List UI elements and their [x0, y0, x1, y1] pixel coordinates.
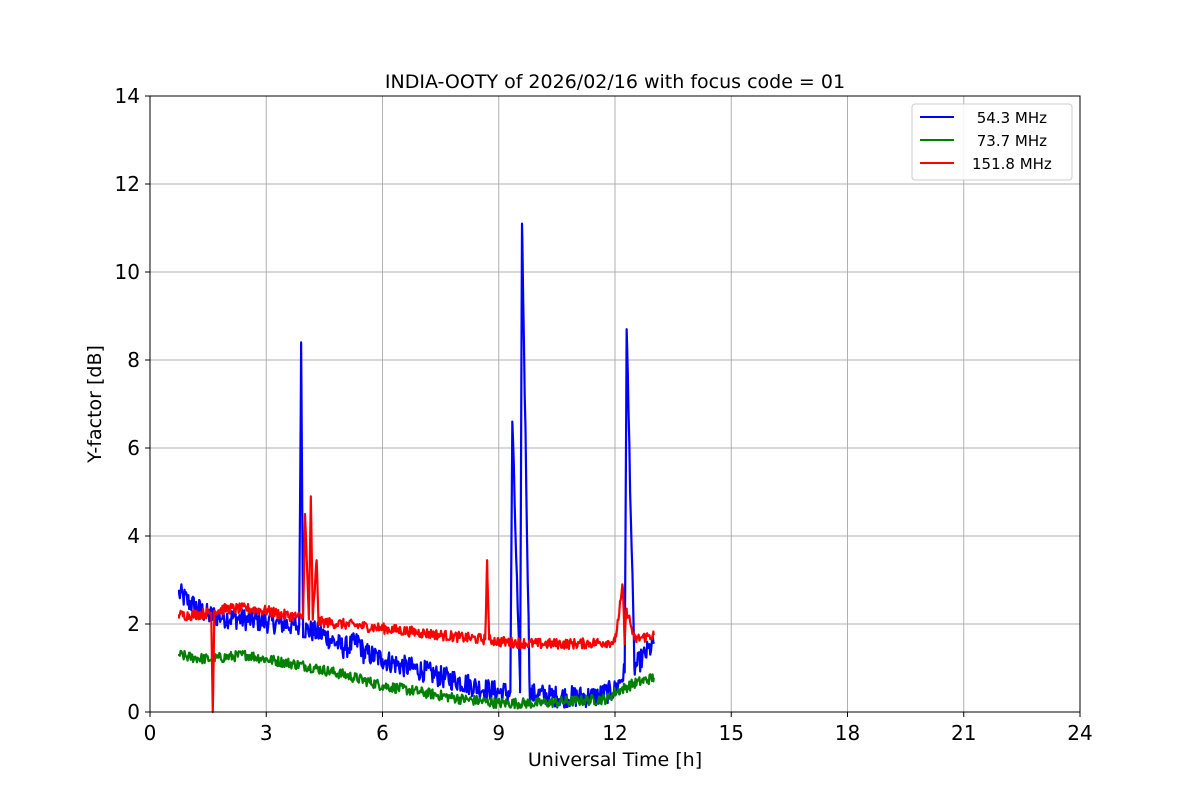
y-tick-label: 8: [127, 348, 140, 372]
x-axis-label: Universal Time [h]: [528, 749, 702, 771]
legend-label-73-7: 73.7 MHz: [972, 132, 1047, 150]
y-tick-label: 4: [127, 524, 140, 548]
y-tick-label: 10: [115, 260, 140, 284]
y-tick-label: 2: [127, 612, 140, 636]
y-tick-label: 14: [115, 84, 140, 108]
y-tick-label: 0: [127, 700, 140, 724]
legend-box: [911, 103, 1073, 181]
chart-title: INDIA-OOTY of 2026/02/16 with focus code…: [385, 71, 845, 93]
x-tick-label: 0: [144, 721, 157, 745]
legend-label-54-3: 54.3 MHz: [972, 109, 1047, 127]
x-tick-label: 24: [1067, 721, 1092, 745]
x-tick-label: 18: [835, 721, 860, 745]
series-line-151-8-mhz: [177, 495, 655, 714]
y-tick-label: 6: [127, 436, 140, 460]
series-line-73-7-mhz: [177, 649, 655, 710]
x-tick-label: 6: [376, 721, 389, 745]
x-tick-label: 15: [719, 721, 744, 745]
legend-label-151-8: 151.8 MHz: [972, 155, 1052, 173]
x-tick-label: 12: [602, 721, 627, 745]
series-layer: [177, 222, 655, 714]
y-tick-label: 12: [115, 172, 140, 196]
legend: 54.3 MHz 73.7 MHz 151.8 MHz: [911, 103, 1073, 181]
x-tick-label: 3: [260, 721, 273, 745]
y-axis-label: Y-factor [dB]: [84, 345, 106, 464]
x-tick-label: 21: [951, 721, 976, 745]
x-tick-label: 9: [492, 721, 505, 745]
